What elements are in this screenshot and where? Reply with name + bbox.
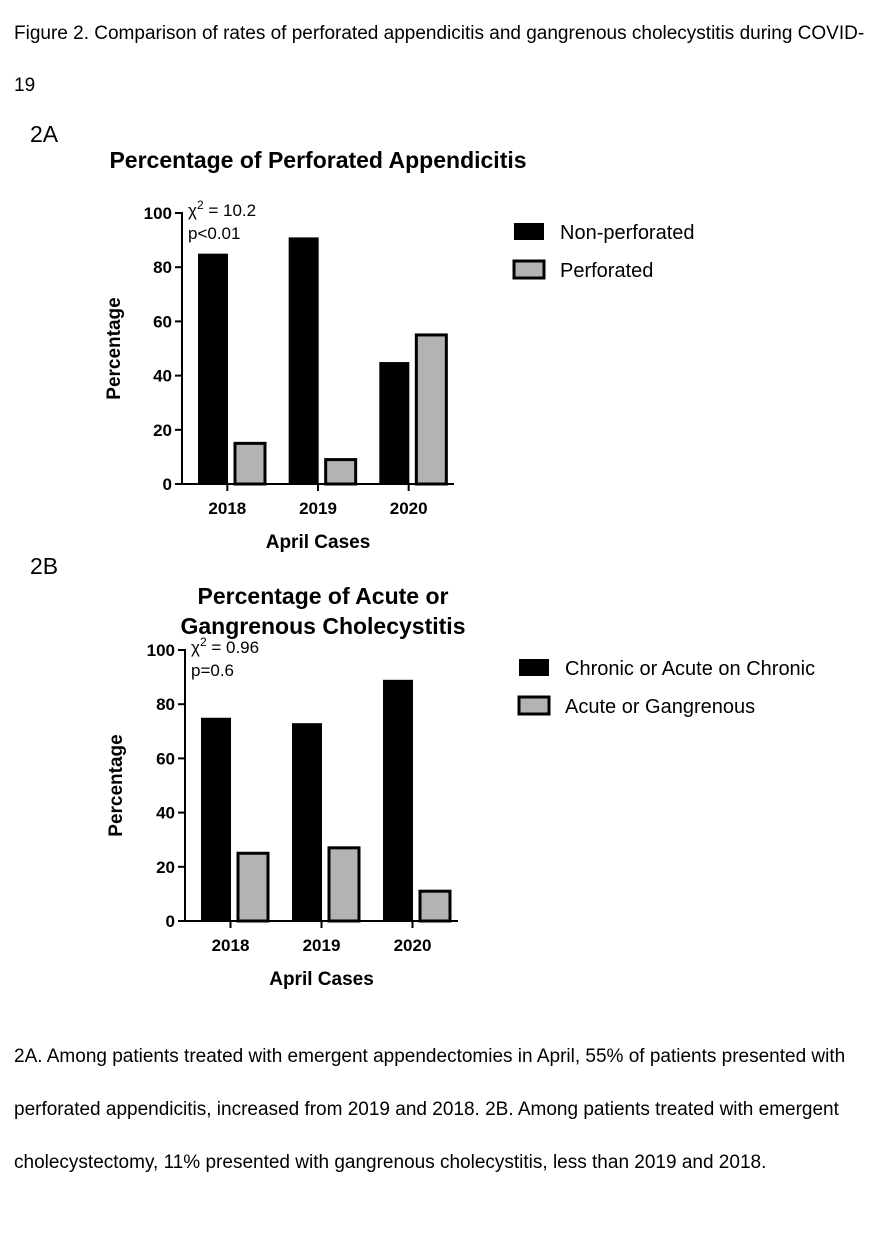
p-value-annotation: p<0.01 (188, 224, 240, 243)
bar-non-perforated-2019 (288, 237, 319, 484)
bar-acute-or-gangrenous-2019 (327, 846, 361, 923)
bar-perforated-2019 (324, 458, 358, 486)
y-tick-label: 20 (153, 421, 172, 440)
y-tick-label: 80 (156, 695, 175, 714)
chi-square-annotation: χ2 = 0.96 (191, 635, 259, 657)
legend-entry: Perforated (560, 260, 653, 282)
x-axis-label: April Cases (269, 969, 374, 990)
figure-caption: 2A. Among patients treated with emergent… (14, 1046, 846, 1173)
chart-perforated-appendicitis: Percentage of Perforated Appendicitis 0 20… (104, 147, 695, 553)
y-tick-label: 0 (163, 475, 172, 494)
legend-swatch (512, 259, 546, 280)
x-tick-label-2018: 2018 (212, 936, 250, 955)
chi-value: = 0.96 (207, 638, 259, 657)
chi-power: 2 (200, 635, 207, 649)
bar-acute-or-gangrenous-2020 (418, 889, 452, 923)
figure-title: Figure 2. Comparison of rates of perfora… (14, 23, 865, 96)
chart-title-line: Percentage of Perforated Appendicitis (109, 147, 526, 173)
x-tick-label-2020: 2020 (390, 499, 428, 518)
x-tick-label-2019: 2019 (299, 499, 337, 518)
y-tick-label: 40 (153, 367, 172, 386)
chi-symbol: χ (191, 638, 200, 657)
legend-entry: Non-perforated (560, 222, 695, 244)
x-tick-label-2018: 2018 (208, 499, 246, 518)
y-axis-label: Percentage (106, 734, 127, 836)
legend-swatch (519, 659, 549, 676)
y-tick-label: 0 (166, 912, 175, 931)
panel-label-2b: 2B (30, 553, 59, 579)
bar-perforated-2018 (233, 441, 267, 486)
y-tick-label: 100 (144, 204, 172, 223)
chart-title-line: Percentage of Acute or (198, 583, 449, 609)
bar-chronic-or-acute-on-chronic-2019 (292, 723, 322, 921)
legend-entry: Chronic or Acute on Chronic (565, 658, 815, 680)
y-tick-label: 80 (153, 258, 172, 277)
x-tick-label-2020: 2020 (394, 936, 432, 955)
chi-value: = 10.2 (204, 201, 256, 220)
legend-swatch (517, 695, 551, 716)
y-tick-label: 100 (147, 641, 175, 660)
panel-label-2a: 2A (30, 121, 59, 147)
x-tick-label-2019: 2019 (303, 936, 341, 955)
bar-chronic-or-acute-on-chronic-2018 (201, 717, 231, 921)
bar-non-perforated-2020 (379, 362, 410, 484)
y-tick-label: 60 (156, 749, 175, 768)
bar-chronic-or-acute-on-chronic-2020 (383, 679, 413, 921)
legend-entry: Acute or Gangrenous (565, 696, 755, 718)
bar-perforated-2020 (414, 333, 448, 486)
y-axis-label: Percentage (104, 297, 125, 399)
bar-non-perforated-2018 (198, 253, 228, 484)
chart-gangrenous-cholecystitis: Percentage of Acute or Gangrenous Cholecy… (106, 583, 815, 990)
p-value-annotation: p=0.6 (191, 661, 234, 680)
y-tick-label: 20 (156, 858, 175, 877)
chi-symbol: χ (188, 201, 197, 220)
x-axis-label: April Cases (266, 532, 371, 553)
chi-square-annotation: χ2 = 10.2 (188, 198, 256, 220)
chart-title-line: Gangrenous Cholecystitis (180, 613, 465, 639)
legend-swatch (514, 223, 544, 240)
bar-acute-or-gangrenous-2018 (236, 851, 270, 923)
y-tick-label: 40 (156, 804, 175, 823)
y-tick-label: 60 (153, 312, 172, 331)
chi-power: 2 (197, 198, 204, 212)
